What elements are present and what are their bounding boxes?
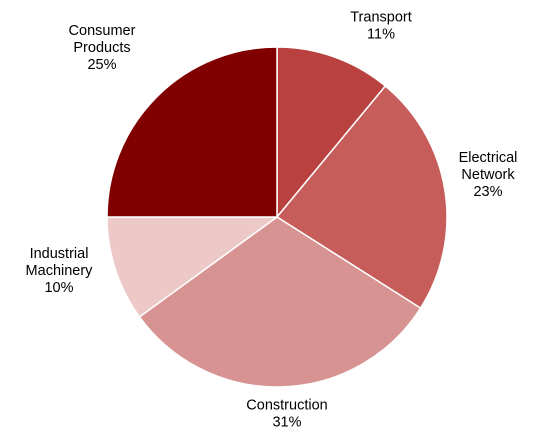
- slice-name-label: Machinery: [26, 263, 94, 279]
- slice-value-label: 10%: [44, 280, 73, 296]
- slice-name-label: Products: [73, 40, 130, 56]
- slice-name-label: Transport: [350, 10, 412, 26]
- slice-label-industrial-machinery: Industrial Machinery 10%: [26, 246, 94, 296]
- pie-slice-construction: [138, 216, 422, 388]
- slice-label-consumer-products: Consumer Products 25%: [69, 23, 136, 73]
- slice-label-electrical-network: Electrical Network 23%: [459, 150, 518, 200]
- slice-label-construction: Construction 31%: [246, 398, 327, 431]
- slice-name-label: Electrical: [459, 150, 518, 166]
- slice-name-label: Construction: [246, 398, 327, 414]
- slice-value-label: 11%: [367, 27, 395, 43]
- pie-slices: [106, 46, 448, 388]
- pie-labels: Transport 11% Electrical Network 23% Construc…: [26, 10, 518, 431]
- pie-slice-electrical-network: [276, 85, 448, 309]
- slice-value-label: 25%: [87, 57, 116, 73]
- slice-name-label: Industrial: [30, 246, 89, 262]
- slice-label-transport: Transport 11%: [350, 10, 412, 43]
- slice-value-label: 31%: [272, 415, 301, 431]
- slice-value-label: 23%: [473, 184, 502, 200]
- slice-name-label: Network: [461, 167, 515, 183]
- pie-slice-industrial-machinery: [106, 216, 278, 318]
- slice-name-label: Consumer: [69, 23, 136, 39]
- pie-slice-transport: [276, 46, 387, 218]
- pie-slice-consumer-products: [106, 46, 278, 218]
